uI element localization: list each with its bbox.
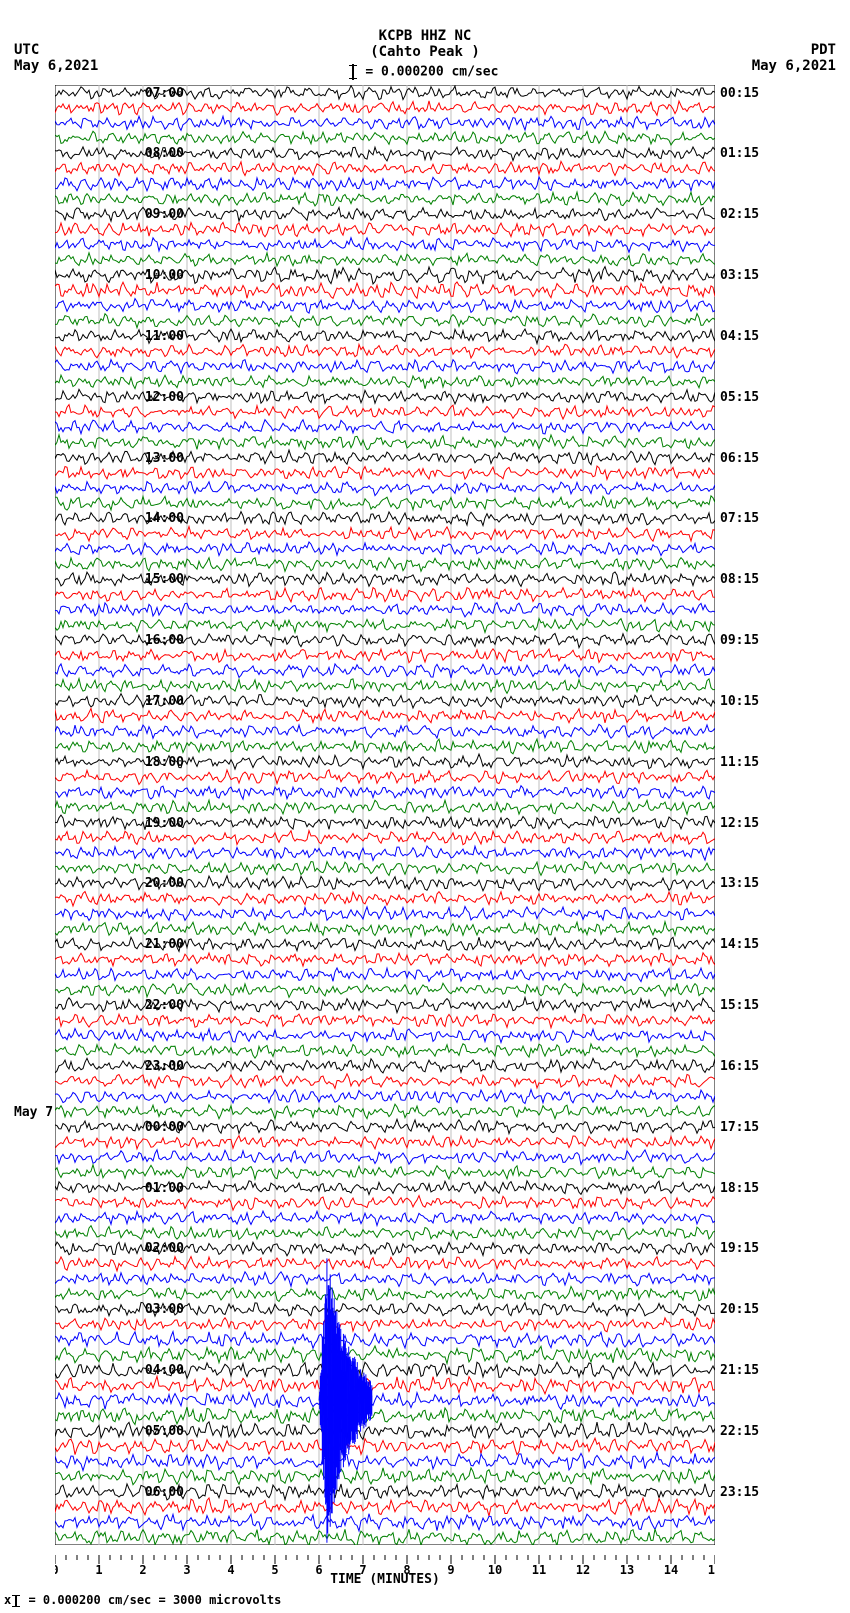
footer-scale: x = 0.000200 cm/sec = 3000 microvolts bbox=[4, 1593, 281, 1607]
utc-time-label: 13:00 bbox=[145, 451, 184, 466]
utc-time-label: 18:00 bbox=[145, 755, 184, 770]
right-timezone: PDT bbox=[752, 42, 836, 58]
pdt-time-label: 12:15 bbox=[720, 816, 759, 831]
pdt-time-label: 19:15 bbox=[720, 1241, 759, 1256]
pdt-time-label: 20:15 bbox=[720, 1302, 759, 1317]
utc-time-label: 23:00 bbox=[145, 1059, 184, 1074]
pdt-time-label: 14:15 bbox=[720, 937, 759, 952]
station-location: (Cahto Peak ) bbox=[0, 44, 850, 60]
utc-time-label: 08:00 bbox=[145, 146, 184, 161]
pdt-time-label: 10:15 bbox=[720, 694, 759, 709]
utc-time-label: 09:00 bbox=[145, 207, 184, 222]
pdt-time-label: 18:15 bbox=[720, 1181, 759, 1196]
utc-time-label: 05:00 bbox=[145, 1424, 184, 1439]
pdt-time-label: 00:15 bbox=[720, 86, 759, 101]
utc-time-label: 15:00 bbox=[145, 572, 184, 587]
pdt-time-label: 08:15 bbox=[720, 572, 759, 587]
pdt-time-label: 23:15 bbox=[720, 1485, 759, 1500]
utc-time-label: 20:00 bbox=[145, 876, 184, 891]
date-rollover-label: May 7 bbox=[14, 1105, 53, 1120]
pdt-time-label: 11:15 bbox=[720, 755, 759, 770]
scale-indicator: = 0.000200 cm/sec bbox=[0, 64, 850, 80]
pdt-time-label: 13:15 bbox=[720, 876, 759, 891]
station-code: KCPB HHZ NC bbox=[0, 28, 850, 44]
utc-time-label: 22:00 bbox=[145, 998, 184, 1013]
pdt-time-label: 05:15 bbox=[720, 390, 759, 405]
utc-time-label: 00:00 bbox=[145, 1120, 184, 1135]
utc-time-label: 10:00 bbox=[145, 268, 184, 283]
helicorder-page: UTC May 6,2021 KCPB HHZ NC (Cahto Peak )… bbox=[0, 0, 850, 1613]
pdt-time-label: 07:15 bbox=[720, 511, 759, 526]
pdt-time-label: 22:15 bbox=[720, 1424, 759, 1439]
utc-time-label: 04:00 bbox=[145, 1363, 184, 1378]
pdt-time-label: 21:15 bbox=[720, 1363, 759, 1378]
header: UTC May 6,2021 KCPB HHZ NC (Cahto Peak )… bbox=[0, 0, 850, 80]
utc-time-label: 17:00 bbox=[145, 694, 184, 709]
pdt-time-label: 04:15 bbox=[720, 329, 759, 344]
scale-bar-icon bbox=[352, 64, 354, 80]
utc-time-label: 12:00 bbox=[145, 390, 184, 405]
footer-prefix: x bbox=[4, 1593, 11, 1607]
pdt-time-label: 17:15 bbox=[720, 1120, 759, 1135]
utc-time-label: 14:00 bbox=[145, 511, 184, 526]
pdt-time-label: 01:15 bbox=[720, 146, 759, 161]
x-axis-label: TIME (MINUTES) bbox=[55, 1572, 715, 1587]
footer-text: = 0.000200 cm/sec = 3000 microvolts bbox=[21, 1593, 281, 1607]
utc-time-label: 19:00 bbox=[145, 816, 184, 831]
scale-text: = 0.000200 cm/sec bbox=[358, 65, 499, 80]
header-center: KCPB HHZ NC (Cahto Peak ) bbox=[0, 28, 850, 60]
utc-time-label: 21:00 bbox=[145, 937, 184, 952]
utc-time-label: 06:00 bbox=[145, 1485, 184, 1500]
utc-time-label: 16:00 bbox=[145, 633, 184, 648]
pdt-time-label: 09:15 bbox=[720, 633, 759, 648]
pdt-time-label: 15:15 bbox=[720, 998, 759, 1013]
utc-time-label: 03:00 bbox=[145, 1302, 184, 1317]
utc-time-label: 11:00 bbox=[145, 329, 184, 344]
utc-time-label: 01:00 bbox=[145, 1181, 184, 1196]
footer-scale-bar-icon bbox=[15, 1595, 17, 1607]
utc-time-label: 07:00 bbox=[145, 86, 184, 101]
pdt-time-label: 02:15 bbox=[720, 207, 759, 222]
utc-time-label: 02:00 bbox=[145, 1241, 184, 1256]
pdt-time-label: 03:15 bbox=[720, 268, 759, 283]
pdt-time-label: 06:15 bbox=[720, 451, 759, 466]
pdt-time-label: 16:15 bbox=[720, 1059, 759, 1074]
